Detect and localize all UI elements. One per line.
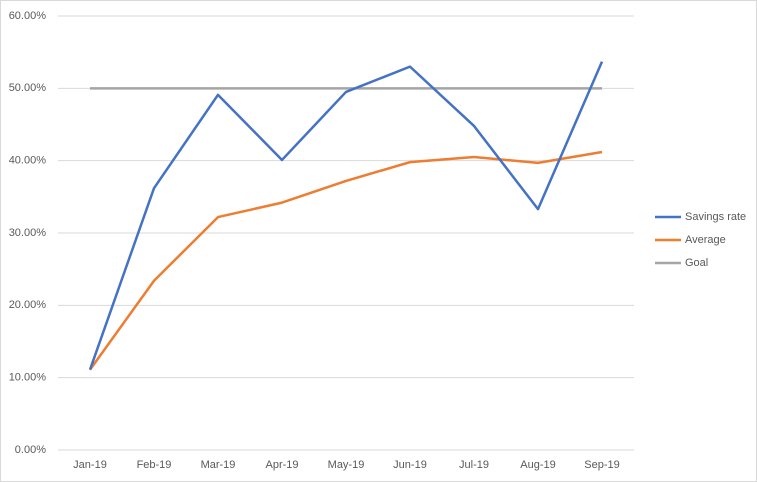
y-tick-label: 40.00% bbox=[9, 155, 47, 167]
series-line bbox=[88, 61, 604, 371]
x-tick-label: Aug-19 bbox=[520, 459, 555, 471]
y-tick-label: 50.00% bbox=[9, 82, 47, 94]
x-tick-label: Jul-19 bbox=[459, 459, 489, 471]
series-line bbox=[88, 150, 603, 371]
y-tick-label: 60.00% bbox=[9, 10, 47, 22]
legend-label: Goal bbox=[685, 257, 708, 269]
legend-label: Savings rate bbox=[685, 211, 746, 223]
x-tick-label: May-19 bbox=[328, 459, 365, 471]
legend-label: Average bbox=[685, 234, 726, 246]
x-tick-label: Apr-19 bbox=[265, 459, 298, 471]
y-tick-label: 20.00% bbox=[9, 299, 47, 311]
y-tick-label: 10.00% bbox=[9, 372, 47, 384]
x-tick-label: Mar-19 bbox=[201, 459, 236, 471]
y-tick-label: 30.00% bbox=[9, 227, 47, 239]
x-tick-label: Feb-19 bbox=[137, 459, 172, 471]
y-tick-label: 0.00% bbox=[15, 444, 46, 456]
x-tick-label: Sep-19 bbox=[584, 459, 619, 471]
x-tick-label: Jun-19 bbox=[393, 459, 427, 471]
x-tick-label: Jan-19 bbox=[73, 459, 107, 471]
